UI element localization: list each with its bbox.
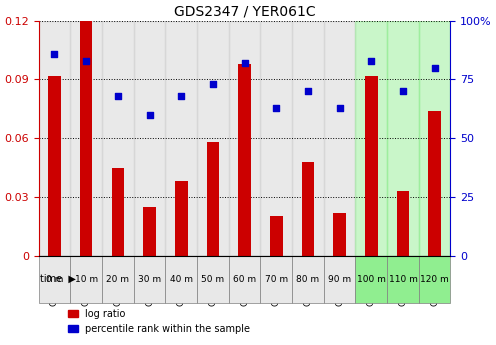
FancyBboxPatch shape (292, 256, 324, 303)
Bar (260, 21, 292, 256)
Point (209, 81, 217, 87)
Bar (165, 21, 197, 256)
Text: 60 m: 60 m (233, 275, 256, 284)
Text: 120 m: 120 m (420, 275, 449, 284)
FancyBboxPatch shape (197, 256, 229, 303)
Point (177, 93, 185, 99)
Point (114, 93, 122, 99)
Bar (80, 21, 92, 256)
Bar (429, 111, 441, 256)
Bar (134, 21, 165, 256)
Bar (356, 21, 387, 256)
Bar (39, 21, 70, 256)
Text: 40 m: 40 m (170, 275, 193, 284)
FancyBboxPatch shape (102, 256, 134, 303)
FancyBboxPatch shape (419, 256, 450, 303)
Bar (238, 64, 251, 256)
FancyBboxPatch shape (356, 256, 387, 303)
Text: 70 m: 70 m (265, 275, 288, 284)
Bar (70, 21, 102, 256)
Point (399, 88, 407, 94)
Bar (197, 21, 229, 256)
Bar (302, 162, 314, 256)
Bar (397, 191, 409, 256)
Bar (292, 21, 324, 256)
Bar (112, 168, 124, 256)
FancyBboxPatch shape (387, 256, 419, 303)
Point (82, 58, 90, 63)
Bar (143, 207, 156, 256)
Point (304, 88, 312, 94)
Bar (270, 216, 283, 256)
Bar (229, 21, 260, 256)
Bar (419, 21, 450, 256)
Bar (48, 76, 61, 256)
Bar (102, 21, 134, 256)
Bar (365, 76, 377, 256)
Bar (324, 21, 356, 256)
Point (336, 105, 344, 110)
FancyBboxPatch shape (260, 256, 292, 303)
Text: 50 m: 50 m (201, 275, 225, 284)
Bar (324, 21, 356, 256)
Bar (175, 181, 187, 256)
Legend: log ratio, percentile rank within the sample: log ratio, percentile rank within the sa… (64, 305, 254, 338)
Text: 30 m: 30 m (138, 275, 161, 284)
FancyBboxPatch shape (229, 256, 260, 303)
Point (272, 105, 280, 110)
Bar (292, 21, 324, 256)
Bar (387, 21, 419, 256)
Bar (229, 21, 260, 256)
Point (368, 58, 375, 63)
Bar (197, 21, 229, 256)
Bar (260, 21, 292, 256)
Bar (387, 21, 419, 256)
Bar (70, 21, 102, 256)
Bar (165, 21, 197, 256)
Bar (39, 21, 70, 256)
Text: 110 m: 110 m (388, 275, 418, 284)
Bar (102, 21, 134, 256)
Bar (333, 213, 346, 256)
Point (241, 60, 248, 66)
Point (431, 65, 438, 70)
FancyBboxPatch shape (39, 256, 70, 303)
Text: 80 m: 80 m (297, 275, 319, 284)
Text: 20 m: 20 m (106, 275, 129, 284)
Text: 90 m: 90 m (328, 275, 351, 284)
Bar (134, 21, 165, 256)
Bar (206, 142, 219, 256)
FancyBboxPatch shape (70, 256, 102, 303)
Point (145, 112, 153, 117)
FancyBboxPatch shape (165, 256, 197, 303)
Bar (419, 21, 450, 256)
FancyBboxPatch shape (324, 256, 356, 303)
Point (51, 51, 59, 56)
Text: time  ▶: time ▶ (40, 274, 76, 284)
Text: 0 m: 0 m (46, 275, 63, 284)
FancyBboxPatch shape (134, 256, 165, 303)
Text: 100 m: 100 m (357, 275, 386, 284)
Text: 10 m: 10 m (74, 275, 98, 284)
Bar (356, 21, 387, 256)
Title: GDS2347 / YER061C: GDS2347 / YER061C (174, 4, 315, 18)
